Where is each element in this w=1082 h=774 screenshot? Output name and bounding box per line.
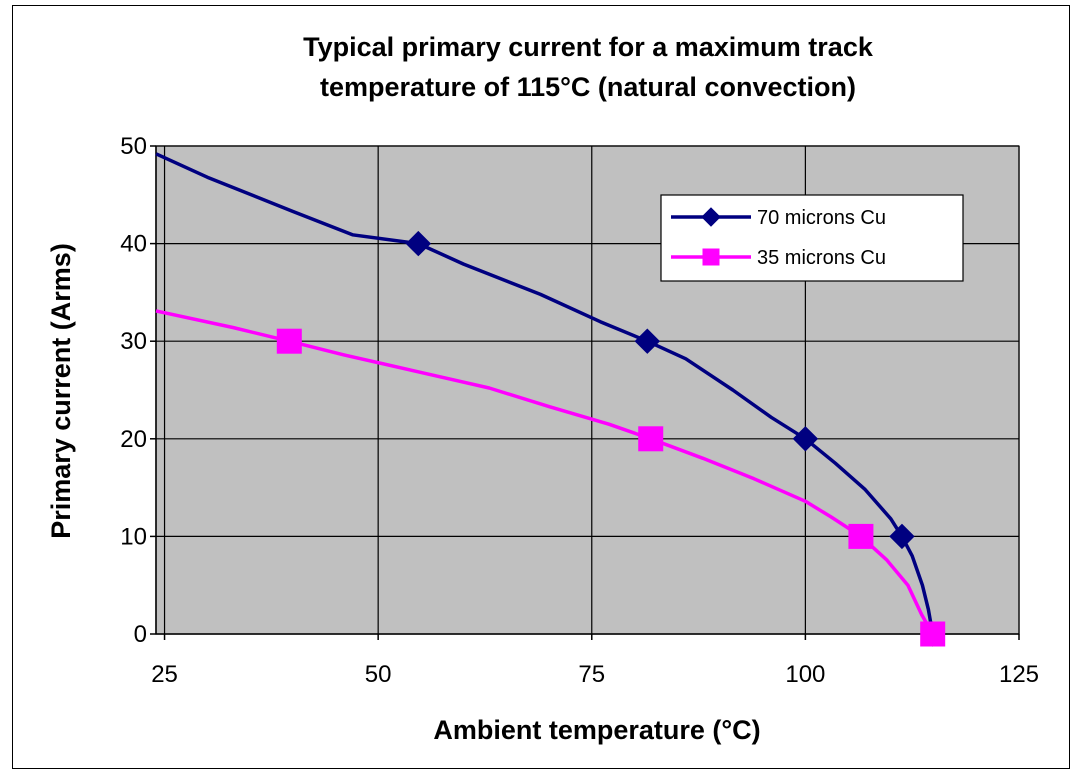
- y-axis-title: Primary current (Arms): [46, 243, 76, 539]
- chart-title-line-2: temperature of 115°C (natural convection…: [320, 72, 856, 102]
- legend-marker-1: [701, 207, 721, 227]
- y-tick-label-20: 20: [120, 426, 147, 453]
- chart-title-line-1: Typical primary current for a maximum tr…: [303, 32, 874, 62]
- x-tick-label-75: 75: [578, 661, 605, 688]
- series-2-point-1: [276, 328, 302, 354]
- series-1-point-4: [889, 523, 915, 550]
- y-tick-label-30: 30: [120, 328, 147, 355]
- series-1-line: [155, 152, 935, 635]
- series-2-point-4: [920, 621, 946, 647]
- y-tick-label-10: 10: [120, 523, 147, 550]
- series-2-point-3: [848, 523, 874, 549]
- series-1-point-3: [792, 426, 819, 452]
- series-2-line: [155, 309, 935, 635]
- legend-marker-2: [702, 248, 720, 266]
- legend: 70 microns Cu 35 microns Cu: [660, 194, 964, 282]
- x-axis-title: Ambient temperature (°C): [433, 715, 760, 745]
- y-tick-label-40: 40: [120, 231, 147, 258]
- y-tick-label-50: 50: [120, 133, 147, 160]
- x-tick-label-25: 25: [151, 661, 178, 688]
- y-tick-label-0: 0: [134, 621, 147, 648]
- x-tick-label-100: 100: [785, 661, 825, 688]
- legend-label-1: 70 microns Cu: [757, 207, 886, 229]
- x-tick-label-50: 50: [365, 661, 392, 688]
- x-tick-label-125: 125: [999, 661, 1039, 688]
- series-1-point-1: [405, 230, 432, 257]
- series-2-point-2: [638, 426, 664, 452]
- legend-label-2: 35 microns Cu: [757, 247, 886, 269]
- series-1-point-2: [634, 328, 661, 354]
